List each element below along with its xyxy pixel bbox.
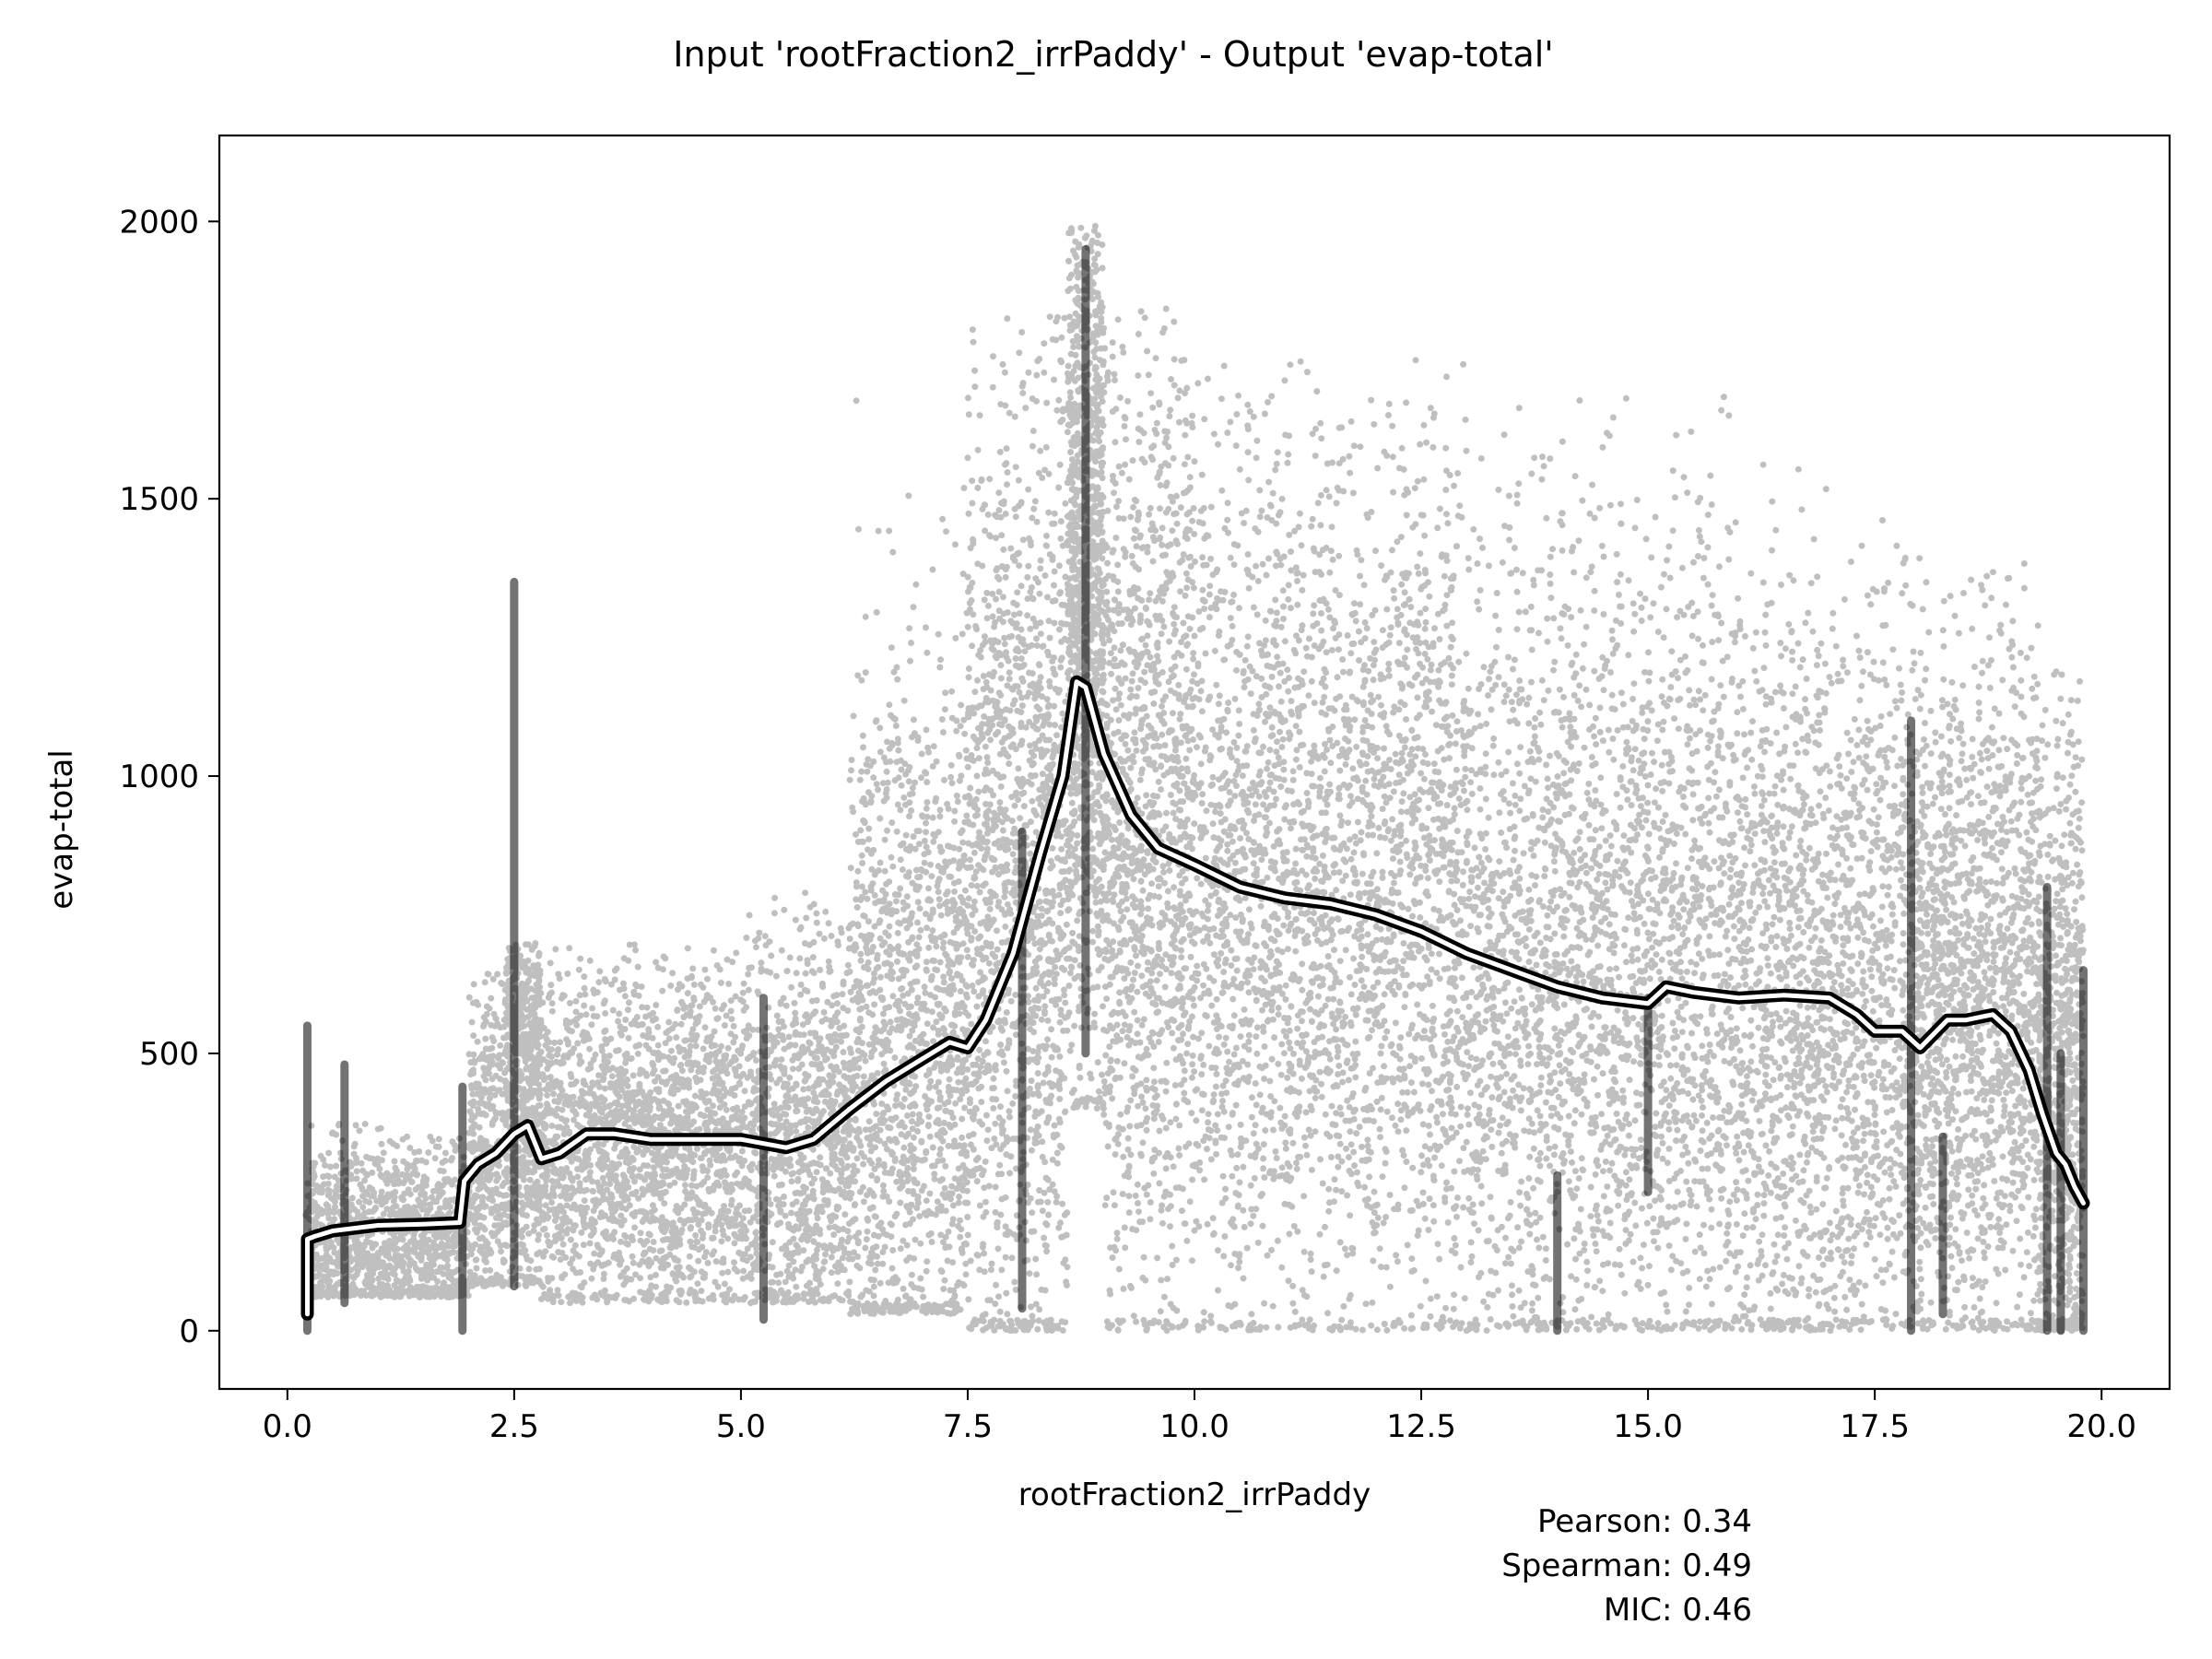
x-tick-label: 20.0 xyxy=(2066,1408,2136,1445)
y-axis: 0 500 1000 1500 2000 xyxy=(119,204,219,1350)
x-tick-label: 2.5 xyxy=(489,1408,539,1445)
pearson-stat: Pearson: 0.34 xyxy=(1537,1503,1752,1540)
y-axis-label: evap-total xyxy=(43,749,80,909)
y-tick-label: 500 xyxy=(139,1036,199,1073)
y-tick-label: 1500 xyxy=(119,481,199,518)
x-tick-label: 7.5 xyxy=(943,1408,993,1445)
mic-stat: MIC: 0.46 xyxy=(1604,1592,1752,1629)
scatter-points xyxy=(302,222,2087,1335)
trend-line-core xyxy=(305,679,2086,1317)
y-tick-label: 0 xyxy=(179,1313,199,1350)
x-tick-label: 12.5 xyxy=(1386,1408,1456,1445)
x-axis-label: rootFraction2_irrPaddy xyxy=(1018,1477,1371,1513)
x-tick-label: 0.0 xyxy=(263,1408,312,1445)
spearman-stat: Spearman: 0.49 xyxy=(1501,1547,1752,1584)
x-tick-label: 10.0 xyxy=(1159,1408,1230,1445)
y-tick-label: 2000 xyxy=(119,204,199,241)
x-tick-label: 15.0 xyxy=(1613,1408,1683,1445)
chart-title: Input 'rootFraction2_irrPaddy' - Output … xyxy=(673,34,1554,75)
scatter-point-cloud xyxy=(302,222,2087,1335)
x-tick-label: 5.0 xyxy=(716,1408,766,1445)
x-tick-label: 17.5 xyxy=(1840,1408,1910,1445)
y-tick-label: 1000 xyxy=(119,759,199,795)
vertical-streaks xyxy=(302,244,2088,1335)
x-axis: 0.0 2.5 5.0 7.5 10.0 12.5 15.0 17.5 20.0 xyxy=(263,1389,2136,1445)
trend-line xyxy=(300,675,2090,1321)
